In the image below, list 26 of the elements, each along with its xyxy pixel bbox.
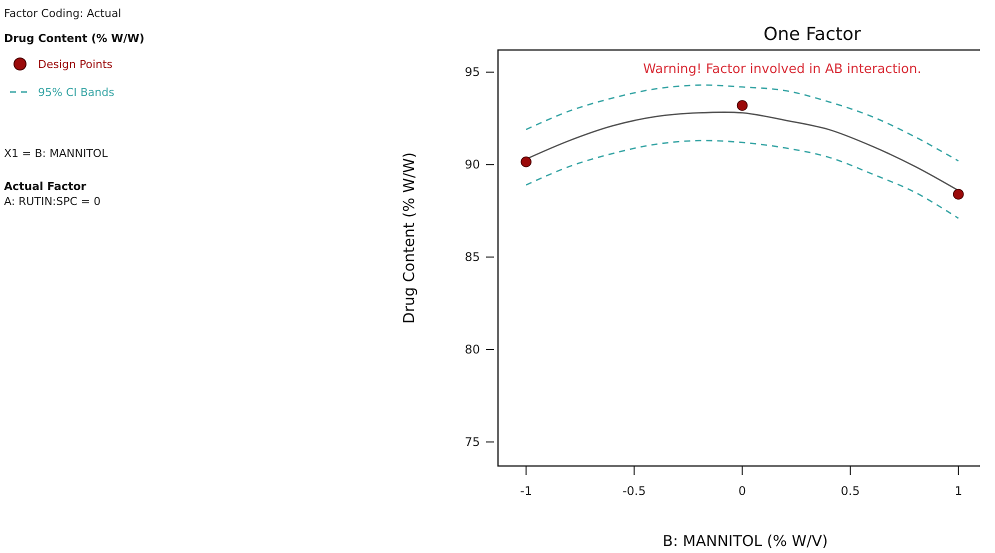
y-tick-label: 75	[464, 434, 480, 449]
x-tick-label: -1	[520, 484, 532, 498]
legend-title: Drug Content (% W/W)	[4, 32, 144, 45]
point	[520, 156, 532, 168]
x-axis-title: B: MANNITOL (% W/V)	[662, 532, 828, 550]
x-tick-label: 1	[954, 484, 962, 498]
x-tick-label: -0.5	[622, 484, 646, 498]
y-tick-label: 90	[464, 158, 480, 172]
line-series	[525, 84, 960, 162]
y-tick-label: 80	[464, 342, 480, 357]
line-series	[525, 140, 960, 219]
text: X1 = B: MANNITOL	[4, 147, 109, 160]
text: Actual Factor	[4, 180, 87, 193]
y-tick-label: 95	[464, 65, 480, 80]
point	[736, 100, 748, 111]
y-tick-label: 85	[464, 250, 480, 264]
chart-title: One Factor	[764, 24, 862, 45]
annotation: Warning! Factor involved in AB interaction.	[643, 62, 922, 77]
legend-label: 95% CI Bands	[38, 86, 115, 99]
legend-label: Design Points	[38, 58, 113, 71]
y-axis-title: Drug Content (% W/W)	[400, 152, 418, 324]
text: Factor Coding: Actual	[4, 7, 122, 20]
point	[952, 188, 964, 200]
x-tick-label: 0.5	[840, 484, 860, 498]
text: A: RUTIN:SPC = 0	[4, 195, 101, 208]
x-tick-label: 0	[738, 484, 746, 498]
